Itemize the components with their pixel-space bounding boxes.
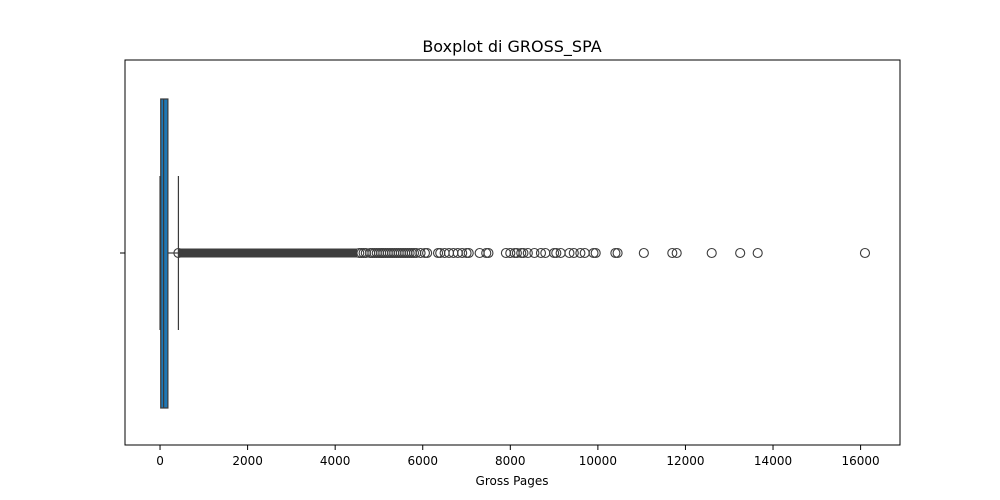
outlier-point bbox=[735, 247, 746, 259]
outlier-point bbox=[457, 247, 468, 259]
x-tick-label: 8000 bbox=[495, 454, 526, 468]
outlier-point bbox=[535, 247, 547, 259]
outlier-point bbox=[568, 247, 579, 259]
x-tick-label: 14000 bbox=[754, 454, 792, 468]
outlier-point bbox=[610, 247, 621, 259]
outlier-point bbox=[752, 247, 763, 259]
outlier-point bbox=[422, 247, 433, 259]
x-tick-label: 16000 bbox=[841, 454, 879, 468]
outlier-point bbox=[859, 247, 871, 259]
outlier-point bbox=[551, 247, 562, 259]
outlier-point bbox=[522, 247, 533, 259]
outlier-point bbox=[505, 247, 516, 259]
x-tick-label: 10000 bbox=[579, 454, 617, 468]
x-axis: 0 2000 4000 6000 8000 10000 12000 14000 16000 bbox=[156, 445, 880, 468]
outlier-point bbox=[415, 247, 426, 259]
outlier-point bbox=[706, 247, 717, 259]
x-tick-label: 2000 bbox=[232, 454, 263, 468]
outliers-dense-band bbox=[178, 248, 358, 258]
x-tick-label: 12000 bbox=[666, 454, 704, 468]
x-axis-label: Gross Pages bbox=[476, 474, 549, 488]
outlier-point bbox=[529, 247, 540, 259]
plot-area bbox=[159, 98, 871, 409]
outlier-point bbox=[590, 247, 601, 259]
outlier-point bbox=[575, 247, 586, 259]
x-tick-label: 4000 bbox=[320, 454, 351, 468]
outlier-point bbox=[481, 247, 492, 259]
outlier-point bbox=[564, 247, 575, 259]
outlier-point bbox=[638, 247, 649, 259]
outlier-point bbox=[483, 247, 494, 259]
x-tick-label: 6000 bbox=[407, 454, 438, 468]
outlier-point bbox=[612, 247, 623, 259]
chart-title: Boxplot di GROSS_SPA bbox=[422, 37, 601, 57]
outlier-point bbox=[667, 247, 678, 259]
x-tick-label: 0 bbox=[156, 454, 164, 468]
outlier-point bbox=[511, 247, 522, 259]
outlier-point bbox=[588, 247, 599, 259]
outlier-point bbox=[671, 247, 682, 259]
outlier-point bbox=[463, 247, 474, 259]
outlier-point bbox=[518, 247, 529, 259]
outlier-point bbox=[173, 247, 184, 259]
box-iqr bbox=[160, 98, 169, 409]
